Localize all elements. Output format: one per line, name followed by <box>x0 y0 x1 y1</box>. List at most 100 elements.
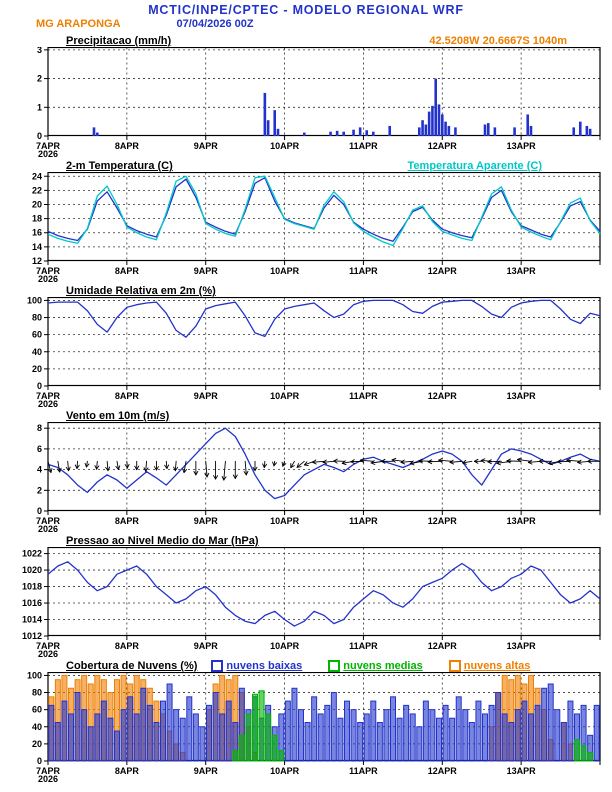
temperature-plot: 12 14 16 18 20 22 24 7APR 8APR 9APR 10APR 11APR 12AP… <box>0 172 612 283</box>
svg-text:10APR: 10APR <box>270 141 300 151</box>
svg-text:8APR: 8APR <box>115 391 140 401</box>
high-clouds-swatch-icon <box>448 660 461 672</box>
svg-text:1016: 1016 <box>22 598 42 608</box>
svg-text:2026: 2026 <box>38 524 58 533</box>
svg-text:1022: 1022 <box>22 549 42 559</box>
wind-title: Vento em 10m (m/s) <box>66 410 170 422</box>
wind-plot: 0 2 4 6 8 7APR 8APR 9APR 10APR 11APR 12APR 13APR 202… <box>0 422 612 533</box>
svg-text:0: 0 <box>37 756 42 766</box>
svg-text:9APR: 9APR <box>194 766 219 776</box>
svg-text:13APR: 13APR <box>507 516 537 526</box>
svg-text:22: 22 <box>32 185 42 195</box>
svg-text:7APR: 7APR <box>36 641 61 651</box>
svg-text:12APR: 12APR <box>428 766 458 776</box>
svg-text:0: 0 <box>37 506 42 516</box>
svg-text:13APR: 13APR <box>507 391 537 401</box>
svg-text:3: 3 <box>37 47 42 55</box>
svg-text:1012: 1012 <box>22 631 42 641</box>
svg-text:8: 8 <box>37 423 42 433</box>
apparent-temperature-title: Temperatura Aparente (C) <box>407 160 542 172</box>
legend-item-low-clouds: nuvens baixas <box>211 660 302 672</box>
high-clouds-label: nuvens altas <box>463 660 531 672</box>
svg-text:40: 40 <box>32 722 42 732</box>
svg-text:6: 6 <box>37 444 42 454</box>
svg-text:7APR: 7APR <box>36 141 61 151</box>
svg-text:12APR: 12APR <box>428 641 458 651</box>
svg-text:10APR: 10APR <box>270 516 300 526</box>
svg-text:9APR: 9APR <box>194 391 219 401</box>
svg-text:16: 16 <box>32 228 42 238</box>
svg-text:1: 1 <box>37 102 42 112</box>
legend-item-mid-clouds: nuvens medias <box>328 660 423 672</box>
humidity-title: Umidade Relativa em 2m (%) <box>66 285 216 297</box>
svg-text:10APR: 10APR <box>270 766 300 776</box>
svg-text:24: 24 <box>32 172 42 181</box>
svg-text:9APR: 9APR <box>194 516 219 526</box>
svg-text:80: 80 <box>32 313 42 323</box>
svg-text:7APR: 7APR <box>36 391 61 401</box>
svg-text:9APR: 9APR <box>194 266 219 276</box>
svg-text:2026: 2026 <box>38 149 58 158</box>
svg-text:9APR: 9APR <box>194 641 219 651</box>
pressure-title: Pressao ao Nivel Medio do Mar (hPa) <box>66 535 259 547</box>
svg-text:13APR: 13APR <box>507 266 537 276</box>
svg-text:0: 0 <box>37 131 42 141</box>
svg-text:2026: 2026 <box>38 399 58 408</box>
humidity-plot: 0 20 40 60 80 100 7APR 8APR 9APR 10APR 11APR 12APR 1… <box>0 297 612 408</box>
svg-text:18: 18 <box>32 214 42 224</box>
svg-text:13APR: 13APR <box>507 766 537 776</box>
svg-text:40: 40 <box>32 347 42 357</box>
mid-clouds-label: nuvens medias <box>343 660 423 672</box>
svg-text:11APR: 11APR <box>349 141 378 151</box>
svg-text:1018: 1018 <box>22 582 42 592</box>
svg-text:12APR: 12APR <box>428 141 458 151</box>
svg-text:1020: 1020 <box>22 565 42 575</box>
clouds-legend: nuvens baixas nuvens medias nuvens altas <box>211 660 530 672</box>
svg-text:20: 20 <box>32 364 42 374</box>
svg-text:0: 0 <box>37 381 42 391</box>
pressure-title-row: Pressao ao Nivel Medio do Mar (hPa) <box>0 533 612 547</box>
svg-text:12APR: 12APR <box>428 516 458 526</box>
svg-text:7APR: 7APR <box>36 266 61 276</box>
svg-text:10APR: 10APR <box>270 266 300 276</box>
svg-text:13APR: 13APR <box>507 641 537 651</box>
model-title: MCTIC/INPE/CPTEC - MODELO REGIONAL WRF <box>148 3 464 17</box>
svg-text:1014: 1014 <box>22 615 42 625</box>
svg-text:11APR: 11APR <box>349 641 378 651</box>
svg-text:8APR: 8APR <box>115 141 140 151</box>
svg-text:2: 2 <box>37 485 42 495</box>
svg-text:12APR: 12APR <box>428 391 458 401</box>
station-coordinates: 42.5208W 20.6667S 1040m <box>429 35 567 47</box>
precipitation-plot: 0 1 2 3 7APR 8APR 9APR 10APR 11APR 12APR 13APR 2026 <box>0 47 612 158</box>
svg-text:2026: 2026 <box>38 649 58 658</box>
svg-text:4: 4 <box>37 465 42 475</box>
svg-text:2: 2 <box>37 74 42 84</box>
svg-text:100: 100 <box>27 297 42 305</box>
svg-text:11APR: 11APR <box>349 516 378 526</box>
clouds-title-row: Cobertura de Nuvens (%) nuvens baixas nu… <box>0 658 612 672</box>
clouds-plot: 0 20 40 60 80 100 7APR 8APR 9APR 10APR 11APR 12APR 1… <box>0 672 612 783</box>
temperature-title: 2-m Temperatura (C) <box>66 160 173 172</box>
svg-text:2026: 2026 <box>38 774 58 783</box>
svg-text:60: 60 <box>32 705 42 715</box>
svg-text:11APR: 11APR <box>349 766 378 776</box>
pressure-plot: 1012 1014 1016 1018 1020 1022 7APR 8APR 9APR 10AP… <box>0 547 612 658</box>
svg-text:9APR: 9APR <box>194 141 219 151</box>
svg-text:13APR: 13APR <box>507 141 537 151</box>
run-datetime: 07/04/2026 00Z <box>176 18 254 30</box>
svg-text:60: 60 <box>32 330 42 340</box>
svg-text:14: 14 <box>32 242 42 252</box>
svg-text:8APR: 8APR <box>115 516 140 526</box>
mid-clouds-swatch-icon <box>328 660 341 672</box>
svg-text:8APR: 8APR <box>115 766 140 776</box>
wind-title-row: Vento em 10m (m/s) <box>0 408 612 422</box>
svg-text:10APR: 10APR <box>270 641 300 651</box>
svg-text:7APR: 7APR <box>36 516 61 526</box>
svg-text:10APR: 10APR <box>270 391 300 401</box>
svg-text:12: 12 <box>32 256 42 266</box>
station-row: MG ARAPONGA 07/04/2026 00Z <box>0 18 612 33</box>
low-clouds-swatch-icon <box>211 660 224 672</box>
svg-text:2026: 2026 <box>38 274 58 283</box>
precipitation-title: Precipitacao (mm/h) <box>66 35 172 47</box>
legend-item-high-clouds: nuvens altas <box>448 660 531 672</box>
